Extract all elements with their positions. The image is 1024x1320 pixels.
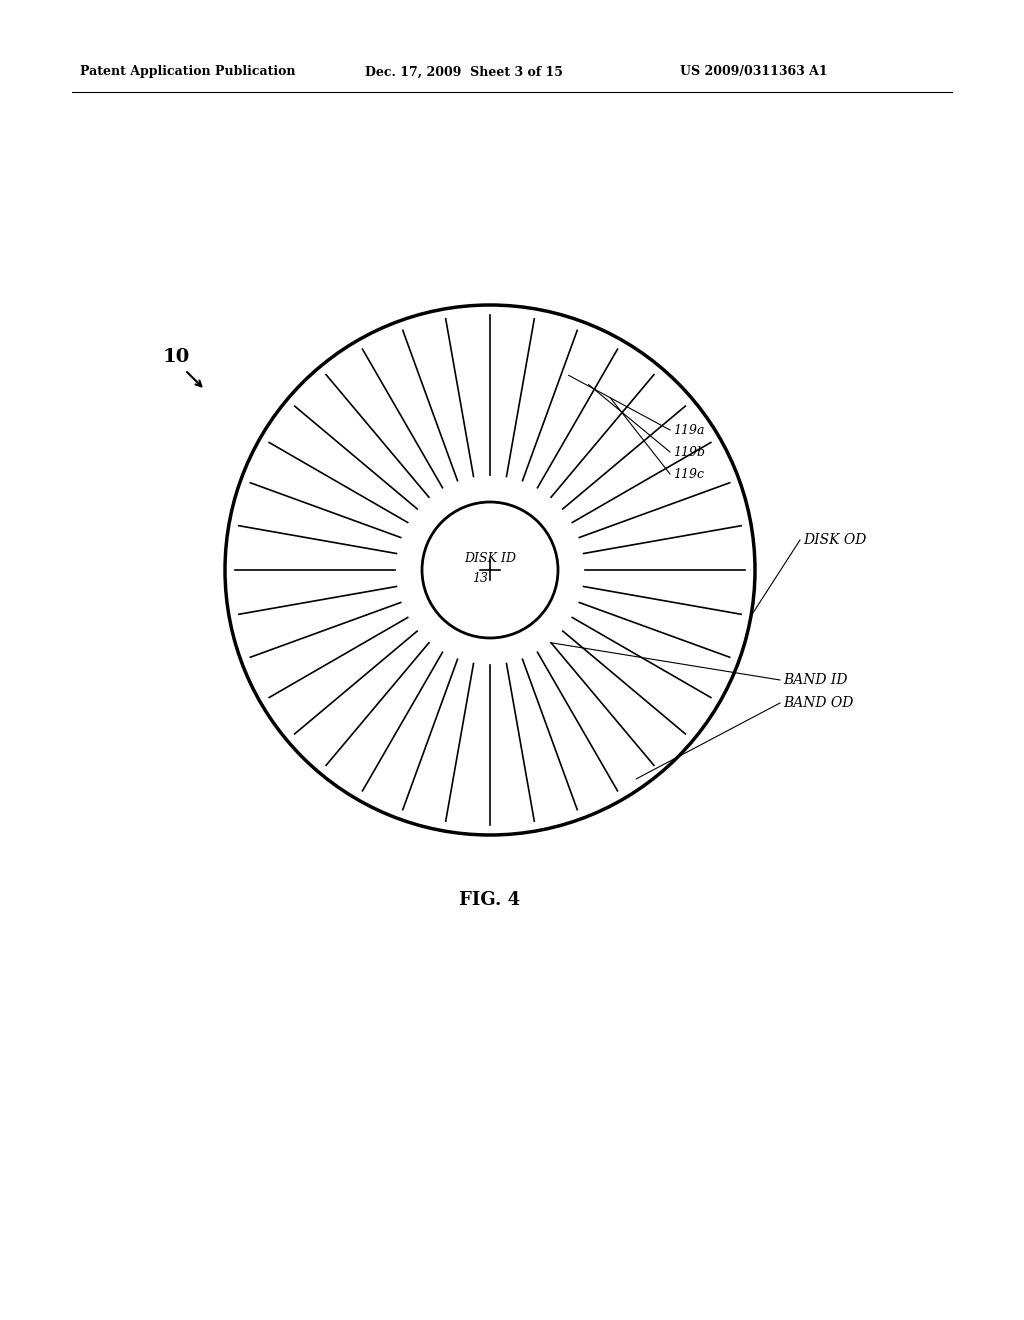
Text: 13: 13 — [472, 572, 488, 585]
Text: BAND OD: BAND OD — [783, 696, 853, 710]
Text: DISK ID: DISK ID — [464, 552, 516, 565]
Text: Patent Application Publication: Patent Application Publication — [80, 66, 296, 78]
Text: 119c: 119c — [673, 467, 705, 480]
Text: FIG. 4: FIG. 4 — [460, 891, 520, 909]
Text: Dec. 17, 2009  Sheet 3 of 15: Dec. 17, 2009 Sheet 3 of 15 — [365, 66, 563, 78]
Text: 10: 10 — [163, 348, 190, 366]
Circle shape — [422, 502, 558, 638]
Text: BAND ID: BAND ID — [783, 673, 848, 686]
Text: 119b: 119b — [673, 446, 705, 458]
Text: 119a: 119a — [673, 424, 705, 437]
Text: US 2009/0311363 A1: US 2009/0311363 A1 — [680, 66, 827, 78]
Text: DISK OD: DISK OD — [803, 533, 866, 546]
